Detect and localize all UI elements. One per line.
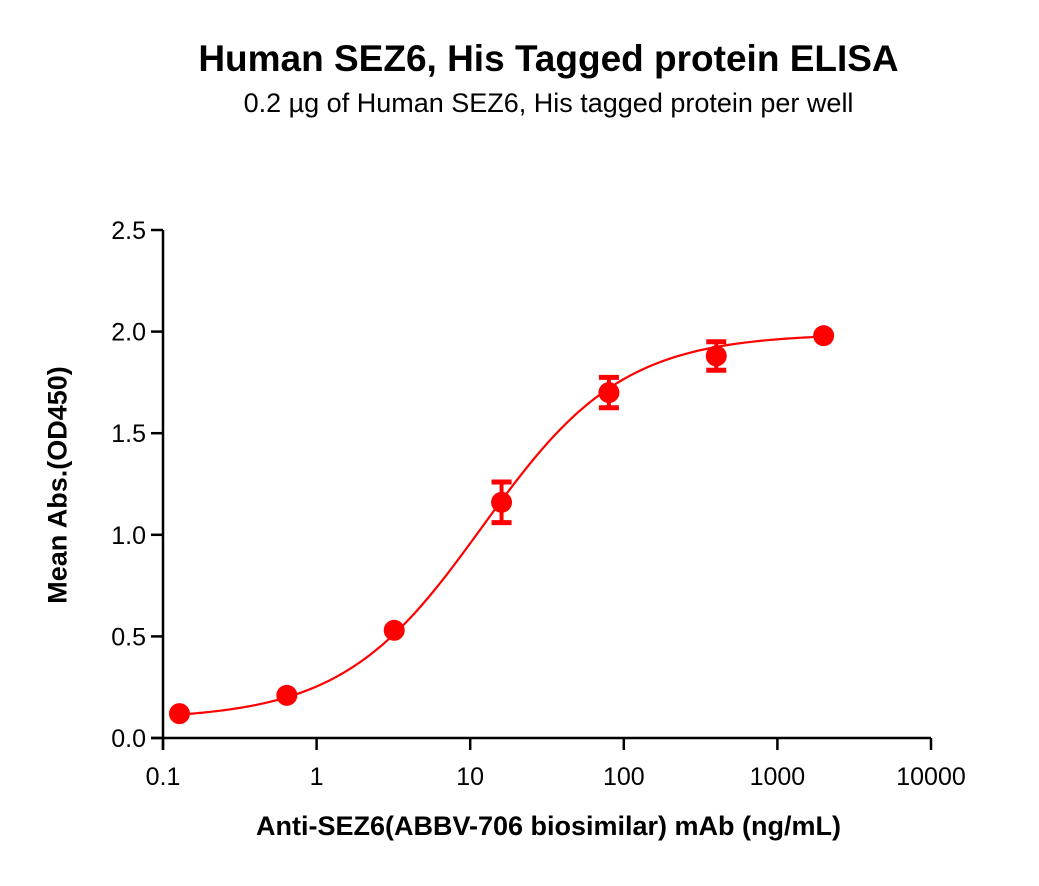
y-tick-label: 2.0 [111, 319, 146, 347]
data-point [276, 684, 298, 706]
fit-curve-line [179, 335, 824, 716]
y-tick-label: 0.0 [111, 725, 146, 753]
data-point [705, 345, 727, 367]
data-point [598, 382, 620, 404]
data-point [383, 619, 405, 641]
axes: 0.0 0.5 1.0 1.5 2.0 2.5 0.1 1 10 100 1000 10000 [111, 217, 966, 791]
data-point [813, 325, 835, 347]
data-points [168, 325, 835, 725]
x-tick-label: 1000 [750, 763, 806, 791]
y-tick-label: 2.5 [111, 217, 146, 245]
y-tick-label: 1.0 [111, 522, 146, 550]
x-tick-label: 100 [603, 763, 645, 791]
x-tick-label: 10 [456, 763, 484, 791]
data-point [168, 703, 190, 725]
data-point [491, 491, 513, 513]
x-tick-label: 10000 [896, 763, 966, 791]
y-tick-label: 1.5 [111, 420, 146, 448]
fit-curve [179, 335, 824, 716]
y-tick-label: 0.5 [111, 623, 146, 651]
x-axis-label: Anti-SEZ6(ABBV-706 biosimilar) mAb (ng/m… [255, 811, 842, 841]
chart-subtitle: 0.2 µg of Human SEZ6, His tagged protein… [243, 88, 854, 118]
chart-title: Human SEZ6, His Tagged protein ELISA [198, 38, 899, 79]
x-tick-label: 0.1 [146, 763, 181, 791]
x-tick-label: 1 [310, 763, 324, 791]
